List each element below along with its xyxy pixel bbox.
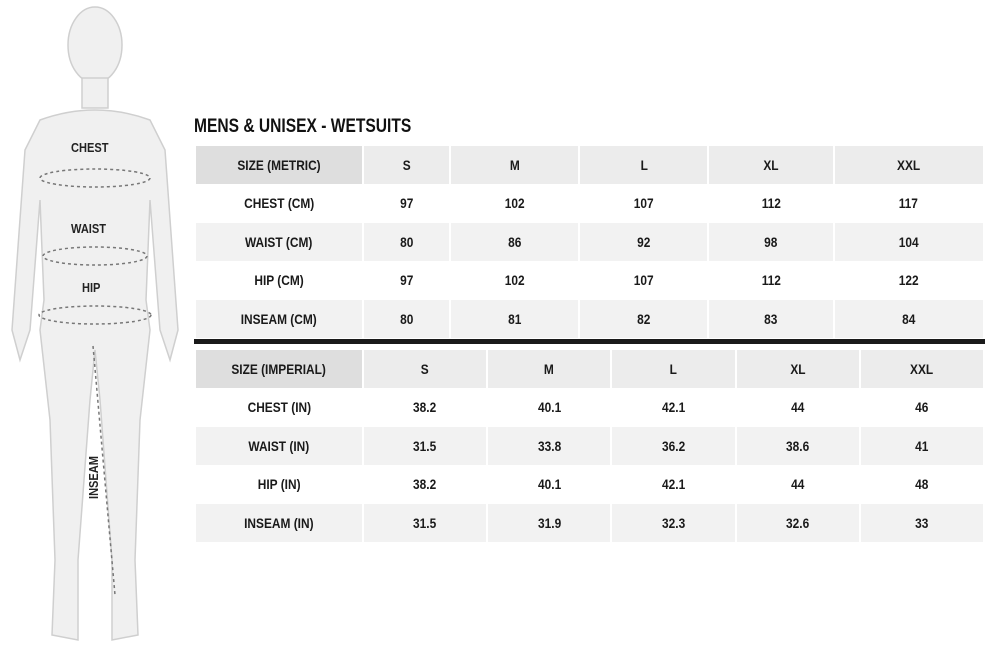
table-row: INSEAM (IN) 31.5 31.9 32.3 32.6 33 bbox=[196, 503, 983, 543]
row-label: INSEAM (CM) bbox=[196, 299, 362, 339]
header-cell: XXL bbox=[860, 349, 983, 389]
header-cell: M bbox=[450, 145, 579, 185]
inseam-label: INSEAM bbox=[85, 456, 101, 499]
table-cell: 86 bbox=[450, 222, 579, 262]
table-cell: 117 bbox=[899, 195, 919, 212]
table-cell: 98 bbox=[709, 222, 833, 262]
table-cell: 42.1 bbox=[661, 476, 686, 493]
table-cell: 36.2 bbox=[612, 426, 735, 466]
table-cell: 38.6 bbox=[736, 426, 859, 466]
header-cell: S bbox=[364, 145, 449, 185]
table-cell: 97 bbox=[399, 195, 414, 212]
imperial-size-table: SIZE (IMPERIAL) S M L XL XXL CHEST (IN) … bbox=[194, 349, 985, 543]
table-cell: 31.9 bbox=[488, 503, 611, 543]
table-row: HIP (CM) 97 102 107 112 122 bbox=[196, 262, 983, 300]
table-row: HIP (IN) 38.2 40.1 42.1 44 48 bbox=[196, 466, 983, 504]
table-cell: 31.5 bbox=[364, 426, 487, 466]
table-row: CHEST (CM) 97 102 107 112 117 bbox=[196, 185, 983, 223]
table-cell: 81 bbox=[450, 299, 579, 339]
table-cell: 33.8 bbox=[488, 426, 611, 466]
table-row: CHEST (IN) 38.2 40.1 42.1 44 46 bbox=[196, 389, 983, 427]
table-cell: 102 bbox=[504, 272, 525, 289]
table-cell: 42.1 bbox=[661, 399, 686, 416]
chest-label: CHEST bbox=[71, 140, 109, 155]
table-cell: 107 bbox=[633, 272, 654, 289]
table-cell: 112 bbox=[761, 272, 781, 289]
section-divider bbox=[194, 339, 985, 344]
waist-label: WAIST bbox=[71, 221, 106, 236]
table-cell: 46 bbox=[915, 399, 929, 416]
table-cell: 32.6 bbox=[736, 503, 859, 543]
hip-label: HIP bbox=[82, 280, 101, 295]
table-cell: 38.2 bbox=[413, 399, 437, 416]
table-cell: 107 bbox=[633, 195, 654, 212]
table-cell: 122 bbox=[898, 272, 919, 289]
table-cell: 92 bbox=[580, 222, 708, 262]
table-row: INSEAM (CM) 80 81 82 83 84 bbox=[196, 299, 983, 339]
table-row: WAIST (IN) 31.5 33.8 36.2 38.6 41 bbox=[196, 426, 983, 466]
header-cell: SIZE (IMPERIAL) bbox=[196, 349, 362, 389]
body-measurement-figure: CHEST WAIST HIP INSEAM bbox=[0, 0, 190, 654]
table-cell: 44 bbox=[791, 476, 805, 493]
header-cell: SIZE (METRIC) bbox=[196, 145, 362, 185]
header-cell: S bbox=[364, 349, 487, 389]
table-cell: 40.1 bbox=[537, 476, 561, 493]
table-cell: 80 bbox=[364, 222, 449, 262]
table-cell: 38.2 bbox=[413, 476, 437, 493]
table-cell: 112 bbox=[761, 195, 781, 212]
page-title: MENS & UNISEX - WETSUITS bbox=[194, 116, 412, 137]
table-row: WAIST (CM) 80 86 92 98 104 bbox=[196, 222, 983, 262]
table-cell: 104 bbox=[834, 222, 983, 262]
table-cell: 84 bbox=[834, 299, 983, 339]
header-cell: XL bbox=[736, 349, 859, 389]
row-label: HIP (IN) bbox=[257, 476, 301, 493]
table-cell: 48 bbox=[915, 476, 929, 493]
table-cell: 97 bbox=[399, 272, 414, 289]
row-label: INSEAM (IN) bbox=[196, 503, 362, 543]
header-cell: M bbox=[488, 349, 611, 389]
table-cell: 80 bbox=[364, 299, 449, 339]
header-cell: XXL bbox=[834, 145, 983, 185]
table-cell: 40.1 bbox=[537, 399, 561, 416]
row-label: CHEST (IN) bbox=[247, 399, 311, 416]
table-cell: 41 bbox=[860, 426, 983, 466]
header-cell: XL bbox=[709, 145, 833, 185]
table-cell: 32.3 bbox=[612, 503, 735, 543]
row-label: HIP (CM) bbox=[254, 272, 304, 289]
table-cell: 31.5 bbox=[364, 503, 487, 543]
header-cell: L bbox=[612, 349, 735, 389]
row-label: WAIST (IN) bbox=[196, 426, 362, 466]
table-cell: 82 bbox=[580, 299, 708, 339]
body-silhouette-icon bbox=[11, 6, 179, 641]
table-cell: 83 bbox=[709, 299, 833, 339]
table-cell: 33 bbox=[860, 503, 983, 543]
table-header-row: SIZE (IMPERIAL) S M L XL XXL bbox=[196, 349, 983, 389]
table-cell: 44 bbox=[791, 399, 805, 416]
row-label: CHEST (CM) bbox=[243, 195, 315, 212]
table-cell: 102 bbox=[504, 195, 525, 212]
header-cell: L bbox=[580, 145, 708, 185]
metric-size-table: SIZE (METRIC) S M L XL XXL CHEST (CM) 97… bbox=[194, 145, 985, 339]
table-header-row: SIZE (METRIC) S M L XL XXL bbox=[196, 145, 983, 185]
row-label: WAIST (CM) bbox=[196, 222, 362, 262]
